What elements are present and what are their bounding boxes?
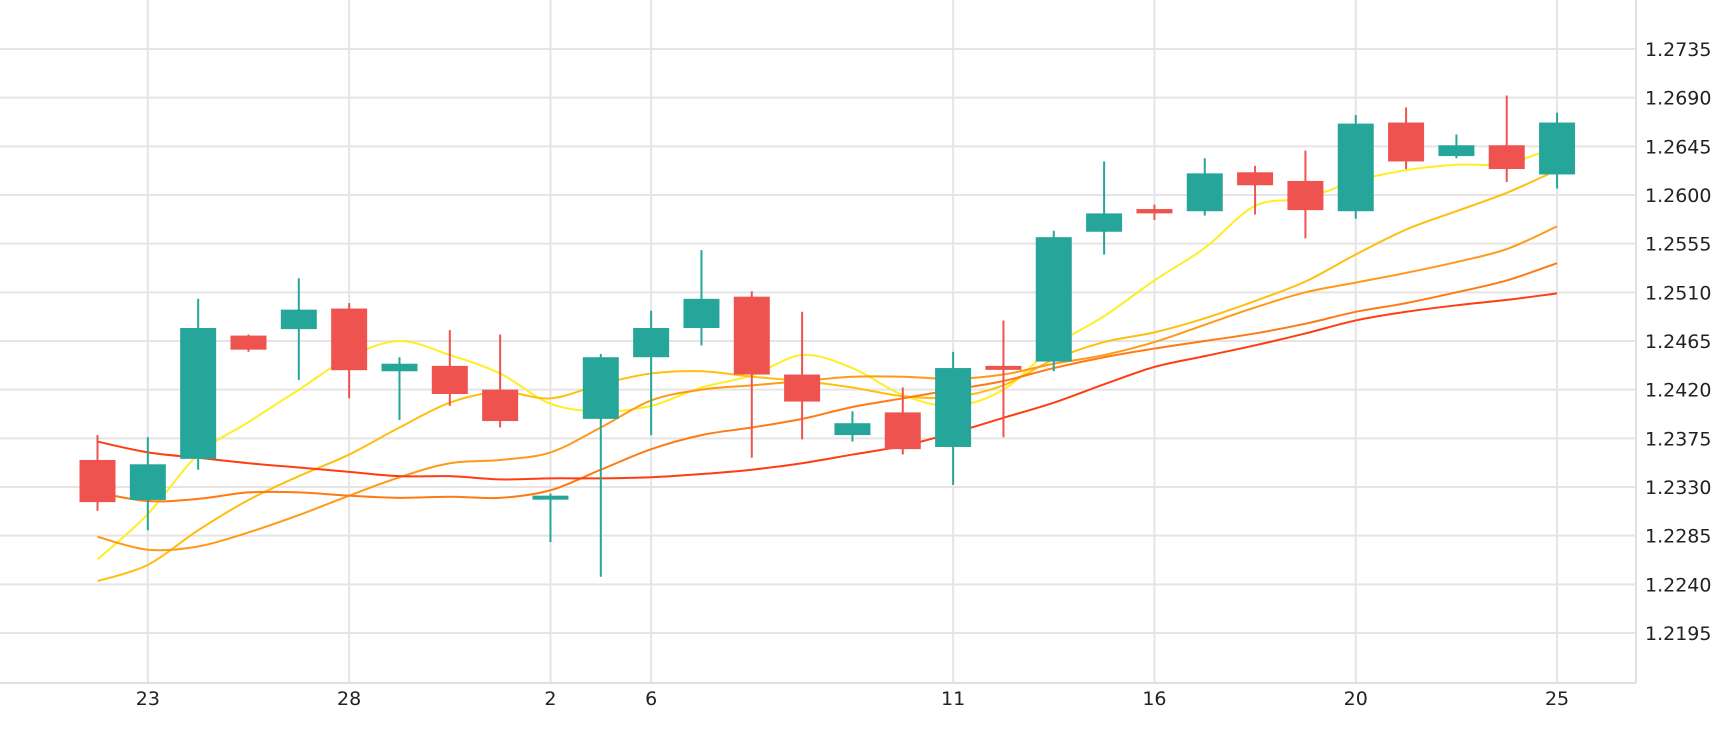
candle-body [633,328,670,358]
candle [733,291,770,458]
candle-body [784,374,821,402]
y-tick-label: 1.2645 [1645,136,1711,158]
candle-body [331,308,368,371]
candle-body [180,328,217,459]
candle-body [1438,145,1475,157]
candle [582,353,619,577]
candle [985,320,1022,438]
candle [1488,95,1525,183]
candle-body [884,412,921,450]
x-tick-label: 20 [1344,688,1368,710]
candle-body [834,423,871,436]
candle-body [1237,172,1274,186]
candle-body [935,368,972,447]
candle-body [1539,122,1576,175]
y-tick-label: 1.2195 [1645,623,1711,645]
candle-body [381,363,418,372]
y-tick-label: 1.2420 [1645,380,1711,402]
candle [1086,161,1123,255]
candle [79,435,116,511]
ma-line-5 [97,292,1558,481]
candle [1388,107,1425,170]
candle [532,493,569,543]
candle-body [1287,180,1324,211]
candle-body [280,309,317,330]
candle [884,387,921,455]
y-tick-label: 1.2600 [1645,185,1711,207]
candle [1539,112,1576,189]
candle [1136,204,1173,220]
candles [79,95,1576,577]
candle-body [79,459,116,503]
candle [935,351,972,485]
candle [331,303,368,399]
candle [1337,114,1374,219]
candle-body [532,495,569,500]
ma-line-3 [97,225,1558,552]
candle-body [1186,173,1223,212]
candle-body [733,296,770,375]
y-tick-label: 1.2330 [1645,477,1711,499]
candle-body [985,365,1022,370]
candle-body [129,464,166,500]
ma-line-2 [97,169,1558,583]
candle-body [1035,237,1072,362]
x-tick-label: 28 [337,688,361,710]
candle [1035,230,1072,372]
candle [280,278,317,380]
x-tick-label: 25 [1545,688,1569,710]
candle [482,334,519,428]
candle [230,334,267,352]
candle [1237,165,1274,215]
y-tick-label: 1.2285 [1645,526,1711,548]
candle-body [1136,209,1173,214]
candle [683,250,720,346]
candle-body [482,389,519,422]
candle-body [230,335,267,350]
candle-body [431,365,468,394]
x-tick-label: 16 [1142,688,1166,710]
candle-body [582,357,619,419]
y-tick-label: 1.2465 [1645,331,1711,353]
x-tick-label: 6 [645,688,657,710]
candle [784,311,821,440]
candle-body [1086,213,1123,232]
y-tick-label: 1.2375 [1645,428,1711,450]
candle [129,437,166,531]
y-tick-label: 1.2510 [1645,282,1711,304]
y-tick-label: 1.2555 [1645,234,1711,256]
candle-body [1337,123,1374,212]
x-tick-label: 2 [544,688,556,710]
candle [180,298,217,470]
candle [431,330,468,406]
x-tick-label: 23 [136,688,160,710]
x-tick-label: 11 [941,688,965,710]
y-tick-label: 1.2735 [1645,39,1711,61]
y-tick-label: 1.2240 [1645,574,1711,596]
candle-body [1488,145,1525,170]
candle [381,357,418,420]
candle-body [1388,122,1425,162]
y-tick-label: 1.2690 [1645,88,1711,110]
candle [1186,158,1223,216]
candle-body [683,298,720,329]
candle [633,310,670,436]
axes: 1.2195 1.2240 1.2285 1.2330 1.2375 1.2420 1.24… [0,0,1711,710]
candle [1287,150,1324,239]
ma-line-4 [97,262,1558,503]
candle [834,411,871,442]
candle [1438,134,1475,159]
